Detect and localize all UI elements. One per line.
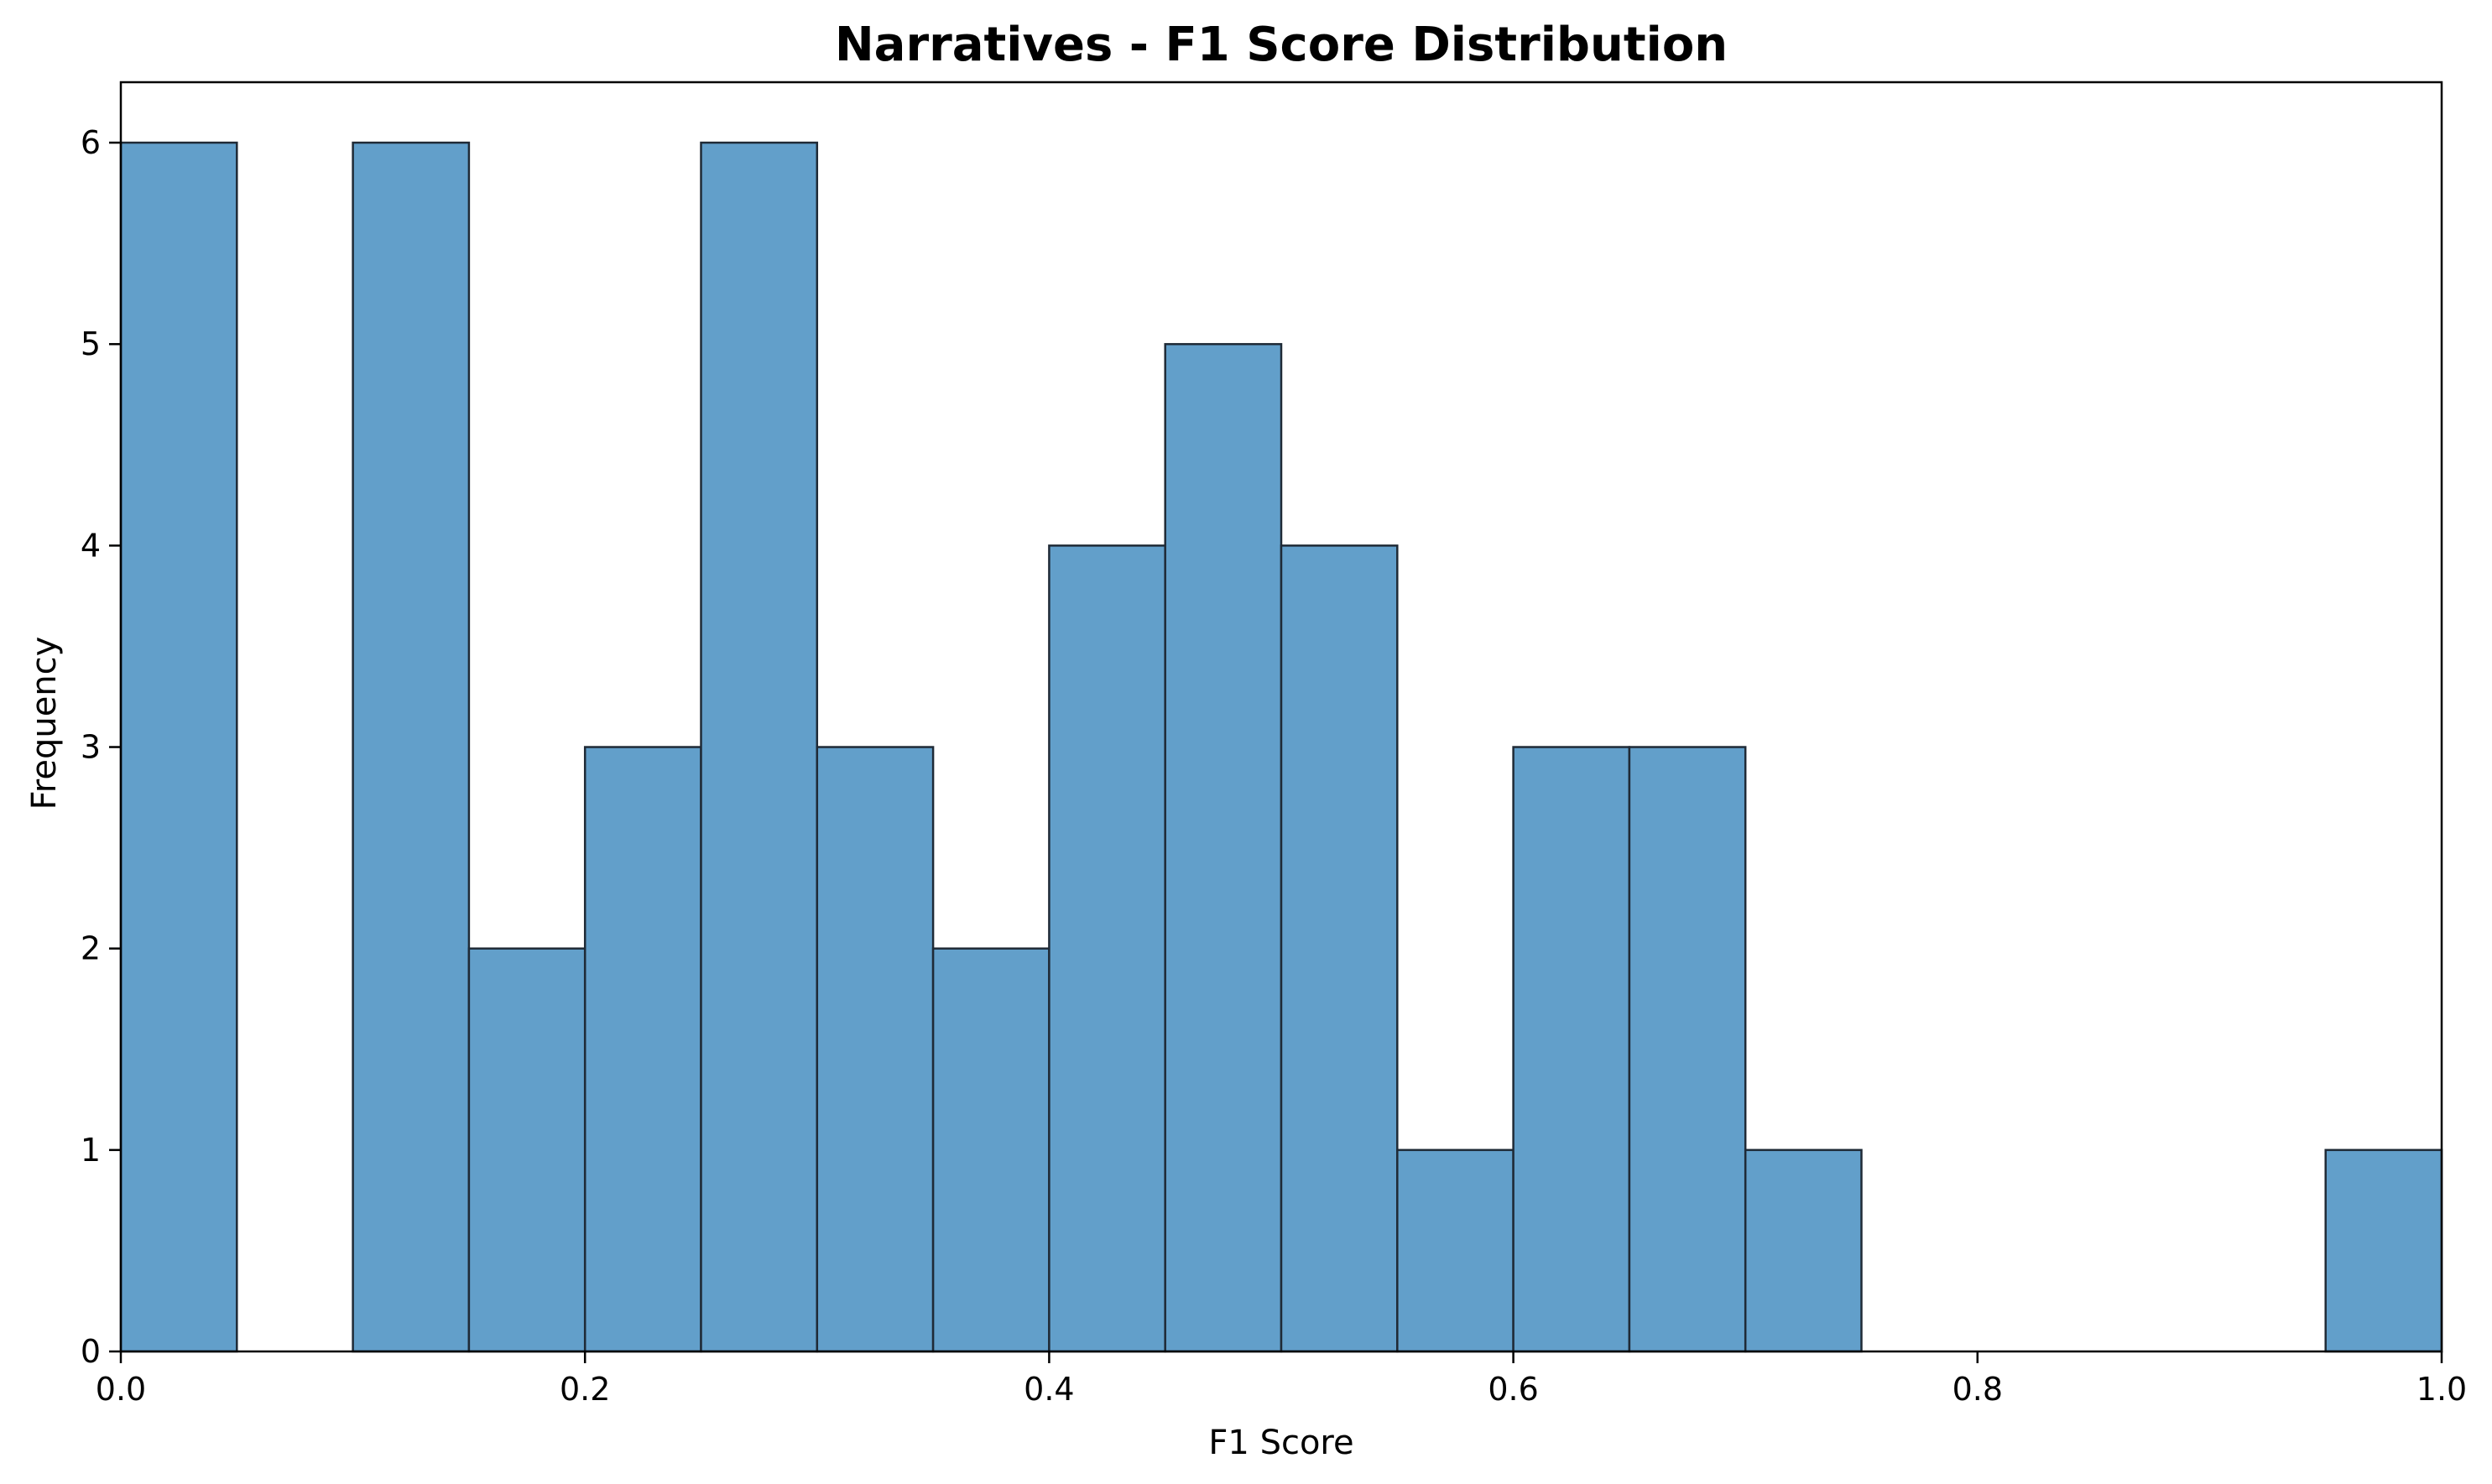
- y-tick-label: 2: [81, 930, 101, 967]
- x-tick-label: 0.6: [1488, 1371, 1538, 1408]
- y-tick-label: 3: [81, 729, 101, 766]
- histogram-bar: [1744, 1148, 1863, 1353]
- x-tick-label: 0.8: [1952, 1371, 2003, 1408]
- y-axis-label: Frequency: [25, 637, 64, 810]
- y-tick-label: 5: [81, 325, 101, 362]
- histogram-bar: [816, 746, 935, 1353]
- histogram-bar: [352, 141, 471, 1353]
- histogram-bar: [1512, 746, 1631, 1353]
- chart-title: Narratives - F1 Score Distribution: [835, 18, 1728, 72]
- bars-group: [119, 141, 2443, 1353]
- histogram-bar: [2324, 1148, 2443, 1353]
- histogram-bar: [931, 947, 1050, 1353]
- plot-frame: [119, 81, 2443, 1353]
- y-axis-ticks: 0 1 2 3 4 5 6: [81, 124, 121, 1370]
- x-tick-label: 0.0: [96, 1371, 146, 1408]
- x-tick-label: 1.0: [2416, 1371, 2467, 1408]
- x-tick-label: 0.4: [1024, 1371, 1074, 1408]
- histogram-bar: [1628, 746, 1747, 1353]
- histogram-bar: [1280, 544, 1399, 1353]
- y-tick-label: 1: [81, 1132, 101, 1169]
- x-axis-label: F1 Score: [1208, 1424, 1353, 1462]
- y-tick-label: 6: [81, 124, 101, 161]
- histogram-bar: [583, 746, 702, 1353]
- histogram-bar: [1048, 544, 1166, 1353]
- histogram-bar: [119, 141, 238, 1353]
- histogram-bar: [467, 947, 587, 1353]
- histogram-bar: [1396, 1148, 1514, 1353]
- x-axis-ticks: 0.0 0.2 0.4 0.6 0.8 1.0: [96, 1351, 2467, 1408]
- histogram-bar: [1164, 342, 1283, 1353]
- y-tick-label: 0: [81, 1333, 101, 1370]
- y-tick-label: 4: [81, 527, 101, 564]
- x-tick-label: 0.2: [560, 1371, 610, 1408]
- histogram-bar: [700, 141, 819, 1353]
